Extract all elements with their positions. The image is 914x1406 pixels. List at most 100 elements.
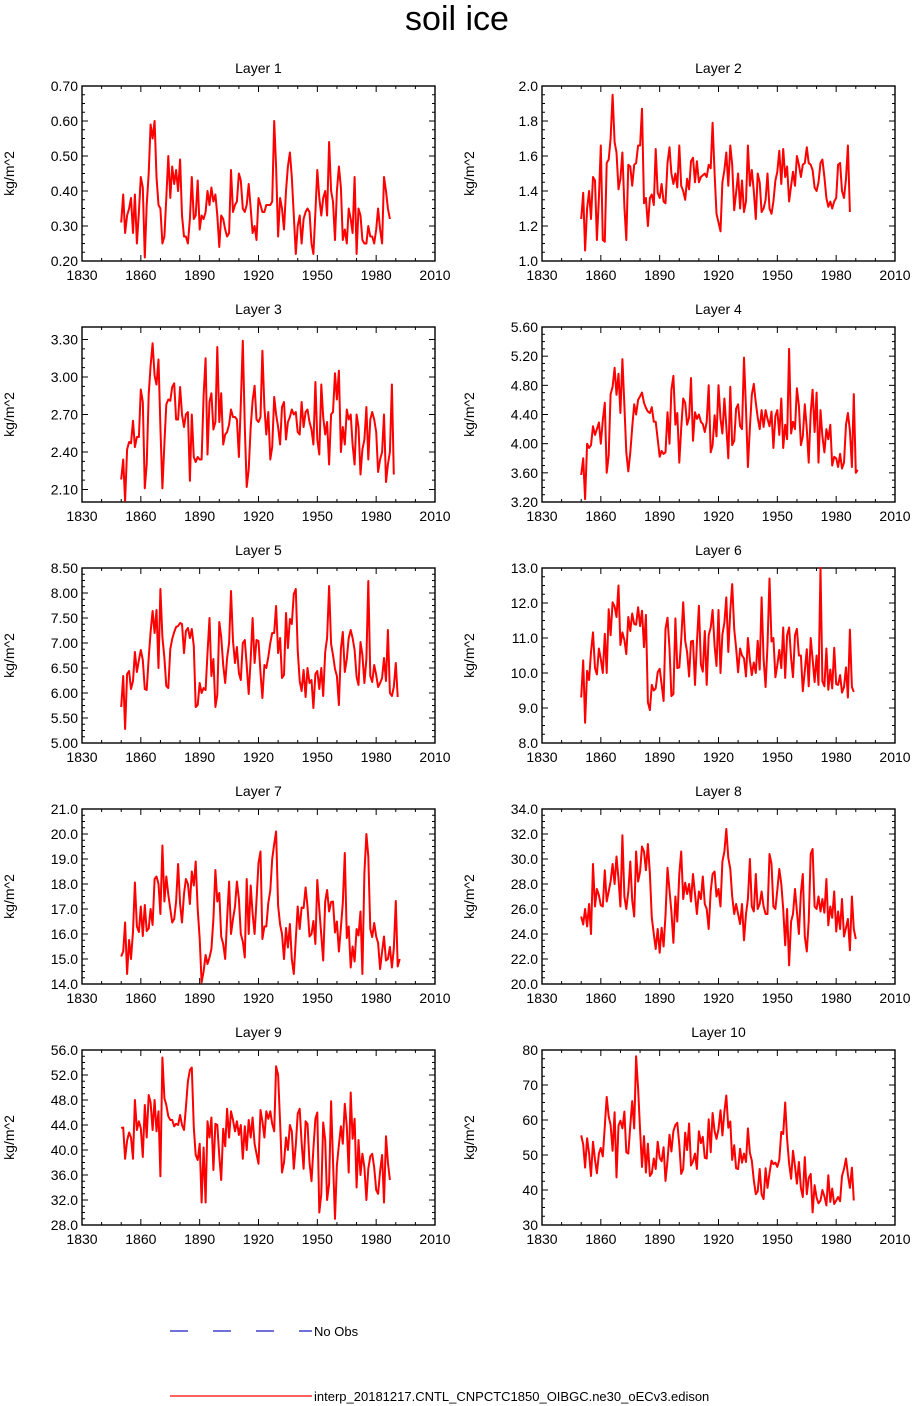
y-tick-label: 26.0 [511,901,538,917]
y-tick-label: 6.00 [51,685,78,701]
x-tick-label: 1920 [243,1231,274,1247]
x-tick-label: 1830 [66,990,97,1006]
y-tick-label: 19.0 [51,851,78,867]
y-tick-label: 2.10 [51,482,78,498]
x-tick-label: 1980 [361,267,392,283]
chart-panel: Layer 8 1830 1860 1890 1920 1950 1980 2010 20.0 2… [461,783,911,1006]
y-axis-label: kg/m^2 [461,874,477,919]
x-tick-label: 1950 [302,990,333,1006]
x-tick-label: 2010 [879,508,910,524]
panel-title: Layer 7 [235,783,282,799]
y-tick-label: 4.40 [511,407,538,423]
x-tick-label: 1920 [703,267,734,283]
chart-panel: Layer 5 1830 1860 1890 1920 1950 1980 2010 5.00 5… [1,542,451,765]
series-line [580,347,859,501]
y-tick-label: 32.0 [51,1192,78,1208]
y-tick-label: 28.0 [51,1217,78,1233]
y-tick-label: 5.00 [51,735,78,751]
y-tick-label: 8.00 [51,585,78,601]
plot-frame [541,85,896,262]
x-tick-label: 1830 [66,749,97,765]
x-tick-label: 1920 [243,267,274,283]
series-line [120,1056,391,1220]
x-tick-label: 2010 [879,267,910,283]
y-tick-label: 8.50 [51,560,78,576]
x-tick-label: 1980 [361,749,392,765]
x-tick-label: 1920 [703,508,734,524]
x-tick-label: 1980 [361,990,392,1006]
series-line [120,339,395,502]
chart-panel: Layer 2 1830 1860 1890 1920 1950 1980 2010 1.0 1.… [461,60,911,283]
panel-title: Layer 1 [235,60,282,76]
x-tick-label: 1830 [66,1231,97,1247]
x-tick-label: 1980 [821,508,852,524]
panel-title: Layer 10 [691,1024,746,1040]
x-tick-label: 1830 [526,267,557,283]
y-axis-label: kg/m^2 [1,874,17,919]
x-tick-label: 1890 [184,990,215,1006]
x-tick-label: 1890 [644,1231,675,1247]
y-tick-label: 0.20 [51,253,78,269]
x-tick-label: 1950 [762,267,793,283]
chart-panel: Layer 4 1830 1860 1890 1920 1950 1980 2010 3.20 3… [461,301,911,524]
y-tick-label: 3.60 [511,465,538,481]
y-tick-label: 60 [522,1112,538,1128]
y-tick-label: 11.0 [512,630,538,646]
y-tick-label: 2.0 [519,78,539,94]
x-tick-label: 1890 [644,749,675,765]
y-tick-label: 28.0 [511,876,538,892]
x-tick-label: 1860 [585,1231,616,1247]
y-tick-label: 80 [522,1042,538,1058]
y-axis-label: kg/m^2 [1,1115,17,1160]
x-tick-label: 1890 [644,508,675,524]
x-tick-label: 1950 [302,1231,333,1247]
x-tick-label: 1890 [184,749,215,765]
y-tick-label: 3.20 [511,494,538,510]
series-line [580,828,857,967]
y-axis-label: kg/m^2 [1,151,17,196]
y-tick-label: 52.0 [51,1067,78,1083]
series-line [580,1055,855,1214]
x-tick-label: 1950 [302,508,333,524]
y-tick-label: 9.0 [519,700,539,716]
y-tick-label: 17.0 [51,901,78,917]
y-tick-label: 0.60 [51,113,78,129]
y-tick-label: 3.30 [51,332,78,348]
y-tick-label: 7.00 [51,635,78,651]
plot-frame [541,1049,896,1226]
x-tick-label: 2010 [419,508,450,524]
y-tick-label: 5.50 [51,710,78,726]
x-tick-label: 1950 [762,1231,793,1247]
chart-panel: Layer 3 1830 1860 1890 1920 1950 1980 2010 2.10 2… [1,301,451,524]
x-tick-label: 2010 [879,990,910,1006]
x-tick-label: 1860 [125,267,156,283]
y-axis-label: kg/m^2 [461,392,477,437]
y-tick-label: 20.0 [51,826,78,842]
y-tick-label: 40.0 [51,1142,78,1158]
y-tick-label: 12.0 [511,595,538,611]
y-tick-label: 16.0 [51,926,78,942]
y-tick-label: 0.70 [51,78,78,94]
series-line [580,567,855,724]
y-tick-label: 34.0 [511,801,538,817]
x-tick-label: 1980 [821,749,852,765]
x-tick-label: 1920 [703,1231,734,1247]
panel-title: Layer 9 [235,1024,282,1040]
y-axis-label: kg/m^2 [1,633,17,678]
x-tick-label: 2010 [419,990,450,1006]
y-tick-label: 1.8 [519,113,539,129]
chart-panel: Layer 1 1830 1860 1890 1920 1950 1980 2010 0.20 0… [1,60,451,283]
x-tick-label: 1860 [585,990,616,1006]
y-tick-label: 14.0 [51,976,78,992]
y-tick-label: 36.0 [51,1167,78,1183]
x-tick-label: 1920 [243,508,274,524]
y-tick-label: 40 [522,1182,538,1198]
series-line [120,580,399,730]
x-tick-label: 1890 [644,990,675,1006]
y-tick-label: 20.0 [511,976,538,992]
x-tick-label: 1980 [821,990,852,1006]
y-tick-label: 56.0 [51,1042,78,1058]
y-tick-label: 6.50 [51,660,78,676]
y-tick-label: 44.0 [51,1117,78,1133]
